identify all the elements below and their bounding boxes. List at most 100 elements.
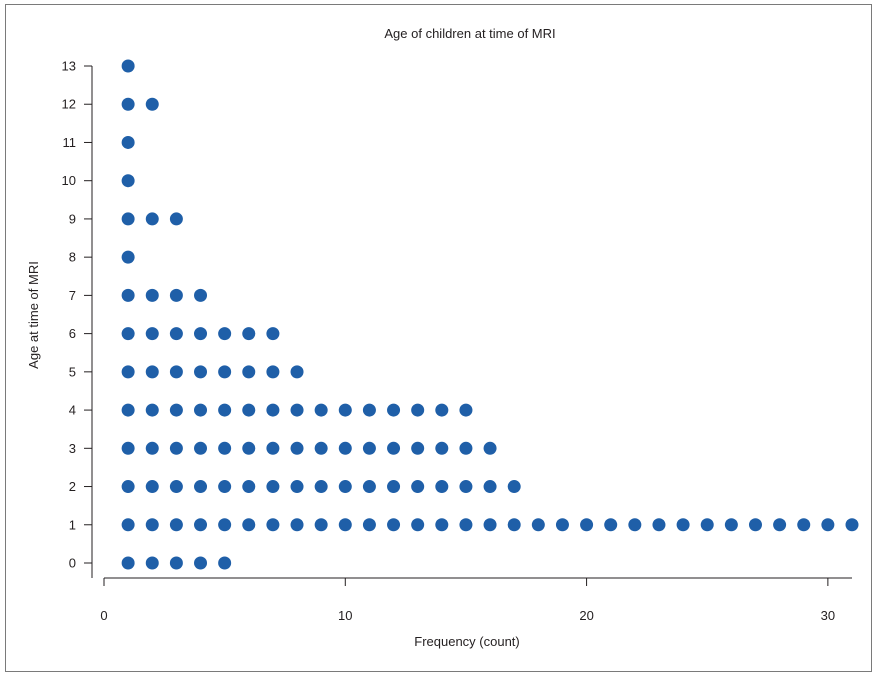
data-point-age-5 (290, 365, 304, 379)
data-point-age-3 (387, 441, 401, 455)
data-point-age-4 (362, 403, 376, 417)
data-point-age-4 (435, 403, 449, 417)
data-point-age-3 (145, 441, 159, 455)
data-point-age-4 (290, 403, 304, 417)
data-point-age-4 (387, 403, 401, 417)
y-tick-label: 11 (63, 135, 77, 150)
y-tick-label: 12 (62, 97, 76, 112)
y-tick-label: 8 (69, 250, 76, 265)
data-point-age-2 (411, 480, 425, 494)
y-tick-label: 3 (69, 441, 76, 456)
data-point-age-1 (604, 518, 618, 532)
data-point-age-1 (652, 518, 666, 532)
data-point-age-1 (748, 518, 762, 532)
data-point-age-12 (145, 97, 159, 111)
data-point-age-0 (218, 556, 232, 570)
data-point-age-0 (169, 556, 183, 570)
data-point-age-1 (459, 518, 473, 532)
data-point-age-2 (169, 480, 183, 494)
chart-title: Age of children at time of MRI (384, 26, 555, 41)
data-point-age-1 (338, 518, 352, 532)
data-point-age-1 (314, 518, 328, 532)
data-point-age-12 (121, 97, 135, 111)
data-point-age-10 (121, 174, 135, 188)
data-point-age-11 (121, 135, 135, 149)
data-point-age-13 (121, 59, 135, 73)
y-tick-label: 2 (69, 479, 76, 494)
data-point-age-3 (218, 441, 232, 455)
data-point-age-2 (266, 480, 280, 494)
x-tick-label: 0 (100, 608, 107, 623)
data-point-age-7 (194, 288, 208, 302)
data-point-age-1 (821, 518, 835, 532)
data-point-age-7 (145, 288, 159, 302)
data-point-age-4 (314, 403, 328, 417)
data-point-age-3 (314, 441, 328, 455)
data-point-age-5 (218, 365, 232, 379)
x-tick-label: 20 (579, 608, 593, 623)
data-point-age-3 (459, 441, 473, 455)
data-point-age-4 (145, 403, 159, 417)
data-point-age-1 (773, 518, 787, 532)
data-points (121, 59, 859, 570)
data-point-age-1 (724, 518, 738, 532)
data-point-age-4 (266, 403, 280, 417)
data-point-age-9 (145, 212, 159, 226)
data-point-age-2 (362, 480, 376, 494)
data-point-age-5 (145, 365, 159, 379)
data-point-age-4 (121, 403, 135, 417)
data-point-age-1 (169, 518, 183, 532)
data-point-age-1 (218, 518, 232, 532)
data-point-age-2 (194, 480, 208, 494)
data-point-age-9 (169, 212, 183, 226)
y-tick-label: 9 (69, 211, 76, 226)
y-tick-label: 10 (62, 173, 76, 188)
data-point-age-7 (121, 288, 135, 302)
data-point-age-2 (314, 480, 328, 494)
data-point-age-5 (169, 365, 183, 379)
data-point-age-3 (338, 441, 352, 455)
data-point-age-6 (194, 327, 208, 341)
data-point-age-1 (507, 518, 521, 532)
data-point-age-6 (266, 327, 280, 341)
data-point-age-2 (145, 480, 159, 494)
data-point-age-5 (242, 365, 256, 379)
data-point-age-1 (121, 518, 135, 532)
data-point-age-0 (194, 556, 208, 570)
data-point-age-6 (242, 327, 256, 341)
data-point-age-3 (362, 441, 376, 455)
y-tick-label: 6 (69, 326, 76, 341)
data-point-age-2 (435, 480, 449, 494)
data-point-age-4 (411, 403, 425, 417)
y-tick-label: 0 (69, 556, 76, 571)
data-point-age-1 (580, 518, 594, 532)
data-point-age-6 (121, 327, 135, 341)
data-point-age-1 (531, 518, 545, 532)
data-point-age-3 (194, 441, 208, 455)
data-point-age-0 (121, 556, 135, 570)
data-point-age-1 (676, 518, 690, 532)
data-point-age-1 (290, 518, 304, 532)
data-point-age-1 (145, 518, 159, 532)
y-tick-label: 4 (69, 403, 76, 418)
data-point-age-3 (242, 441, 256, 455)
data-point-age-1 (628, 518, 642, 532)
data-point-age-3 (290, 441, 304, 455)
data-point-age-2 (218, 480, 232, 494)
data-point-age-1 (435, 518, 449, 532)
data-point-age-1 (242, 518, 256, 532)
data-point-age-6 (169, 327, 183, 341)
data-point-age-9 (121, 212, 135, 226)
data-point-age-1 (797, 518, 811, 532)
data-point-age-2 (459, 480, 473, 494)
data-point-age-1 (555, 518, 569, 532)
data-point-age-4 (194, 403, 208, 417)
data-point-age-4 (242, 403, 256, 417)
data-point-age-3 (411, 441, 425, 455)
data-point-age-2 (290, 480, 304, 494)
data-point-age-5 (266, 365, 280, 379)
x-axis-label: Frequency (count) (414, 634, 520, 649)
data-point-age-8 (121, 250, 135, 264)
data-point-age-6 (145, 327, 159, 341)
x-axis-ticks: 0 10 20 30 (100, 578, 835, 623)
